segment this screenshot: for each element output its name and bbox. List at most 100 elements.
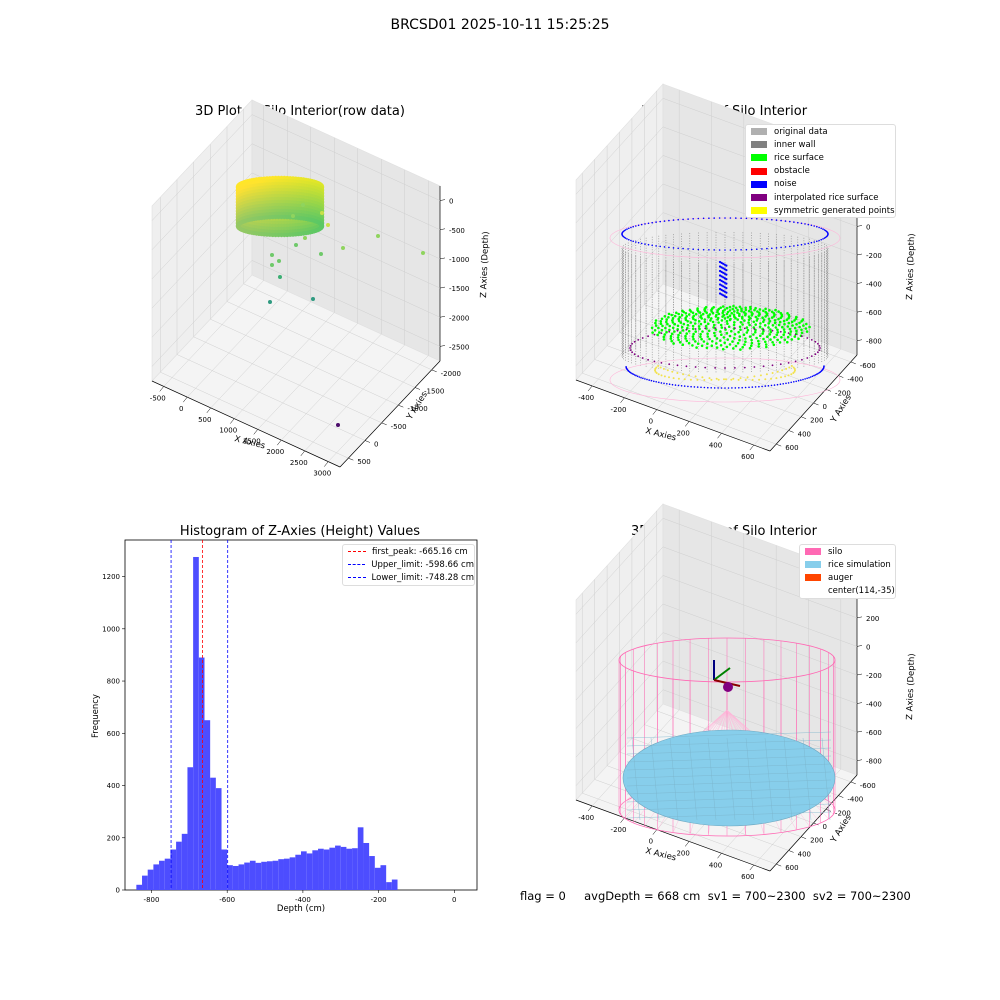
noise-point [630, 226, 632, 229]
noise-point [723, 272, 726, 275]
x-tick-label: -200 [611, 826, 627, 834]
noise-point [735, 249, 737, 251]
x-tick [253, 429, 258, 435]
data-point [320, 211, 324, 215]
rice-surface-point [805, 330, 809, 333]
z-tick-label: -200 [866, 672, 882, 680]
noise-point [631, 372, 633, 375]
noise-point [636, 375, 639, 378]
figure-title: BRCSD01 2025-10-11 15:25:25 [390, 17, 610, 33]
x-gridline [210, 301, 311, 409]
noise-point [750, 217, 753, 220]
histogram-bar [198, 657, 205, 890]
noise-point [626, 238, 628, 240]
axes-box [151, 99, 441, 468]
noise-point [655, 245, 657, 247]
y-gridline [644, 304, 839, 376]
histogram-bar [210, 777, 216, 890]
symmetric-point [725, 378, 727, 381]
noise-point [668, 219, 670, 222]
noise-point [822, 238, 824, 240]
rice-surface-point [691, 324, 695, 328]
rice-surface-point [651, 331, 654, 334]
noise-point [817, 372, 819, 375]
noise-point [764, 385, 767, 387]
histogram-bar [232, 865, 239, 890]
noise-point [813, 225, 815, 227]
rice-surface-point [777, 310, 780, 313]
noise-point [677, 218, 679, 221]
z-tick-label: -2500 [449, 343, 469, 351]
symmetric-point [657, 365, 660, 367]
rice-surface-point [766, 335, 769, 339]
rice-surface-point [700, 344, 704, 348]
reference-lines [170, 540, 229, 890]
noise-point [644, 223, 646, 225]
noise-point [808, 376, 810, 379]
rice-surface-point [743, 343, 746, 346]
y-tick [825, 389, 832, 392]
symmetric-point [732, 377, 735, 380]
rice-mesh-line [707, 737, 717, 821]
rice-surface-point [676, 324, 680, 328]
y-tick-label: 400 [107, 782, 120, 790]
noise-point [674, 384, 677, 386]
noise-point [789, 245, 791, 248]
z-tick [856, 253, 863, 256]
rice-surface-point [659, 320, 663, 323]
x-tick [684, 421, 690, 427]
noise-point [816, 240, 818, 243]
rice-surface-point [673, 314, 677, 318]
rice-surface-point [703, 320, 707, 324]
noise-point [635, 241, 637, 243]
histogram-bar [136, 884, 143, 890]
noise-point [635, 374, 637, 377]
rice-surface-point [666, 322, 669, 326]
swatch [751, 207, 767, 215]
z-tick-label: 0 [866, 643, 870, 651]
rice-surface-point [748, 346, 752, 350]
z-tick-label: -800 [866, 758, 882, 766]
rice-surface-point [715, 346, 719, 349]
legend-item: original data [746, 125, 895, 138]
noise-point [784, 246, 787, 248]
interpolated-point [685, 365, 688, 368]
noise-point [677, 247, 679, 250]
interpolated-point [806, 337, 809, 339]
x-tick [749, 444, 755, 451]
symmetric-point [668, 376, 670, 379]
legend-item: center(114,-35) [800, 585, 895, 598]
rice-surface-point [805, 322, 808, 326]
rice-surface-point [795, 329, 798, 333]
rice-surface-point [741, 315, 744, 319]
noise-point [672, 219, 675, 221]
rice-surface-point [772, 312, 776, 315]
rice-mesh-line [688, 737, 698, 821]
interpolated-point [633, 340, 636, 343]
noise-point [725, 269, 728, 272]
noise-point [724, 387, 726, 389]
noise-point [741, 386, 743, 389]
symmetric-point [710, 378, 713, 381]
rice-surface-point [786, 340, 789, 344]
rice-surface-point [738, 325, 742, 329]
symmetric-point [751, 378, 754, 381]
rice-surface-point [732, 304, 735, 308]
rice-surface-point [681, 343, 685, 347]
noise-point [810, 224, 813, 227]
histogram-bar [363, 842, 370, 890]
noise-point [814, 374, 817, 376]
noise-point [811, 375, 814, 378]
noise-point [770, 384, 773, 387]
data-point [301, 203, 305, 207]
interpolated-point [806, 357, 809, 359]
swatch [751, 167, 767, 175]
rice-surface-point [743, 319, 746, 322]
rice-surface-point [715, 342, 718, 345]
noise-point [663, 220, 666, 222]
y-tick [364, 440, 371, 443]
x-tick-label: -400 [578, 814, 594, 822]
histogram-bar [289, 857, 296, 890]
z-tick [439, 345, 446, 347]
rice-surface-point [654, 319, 658, 322]
